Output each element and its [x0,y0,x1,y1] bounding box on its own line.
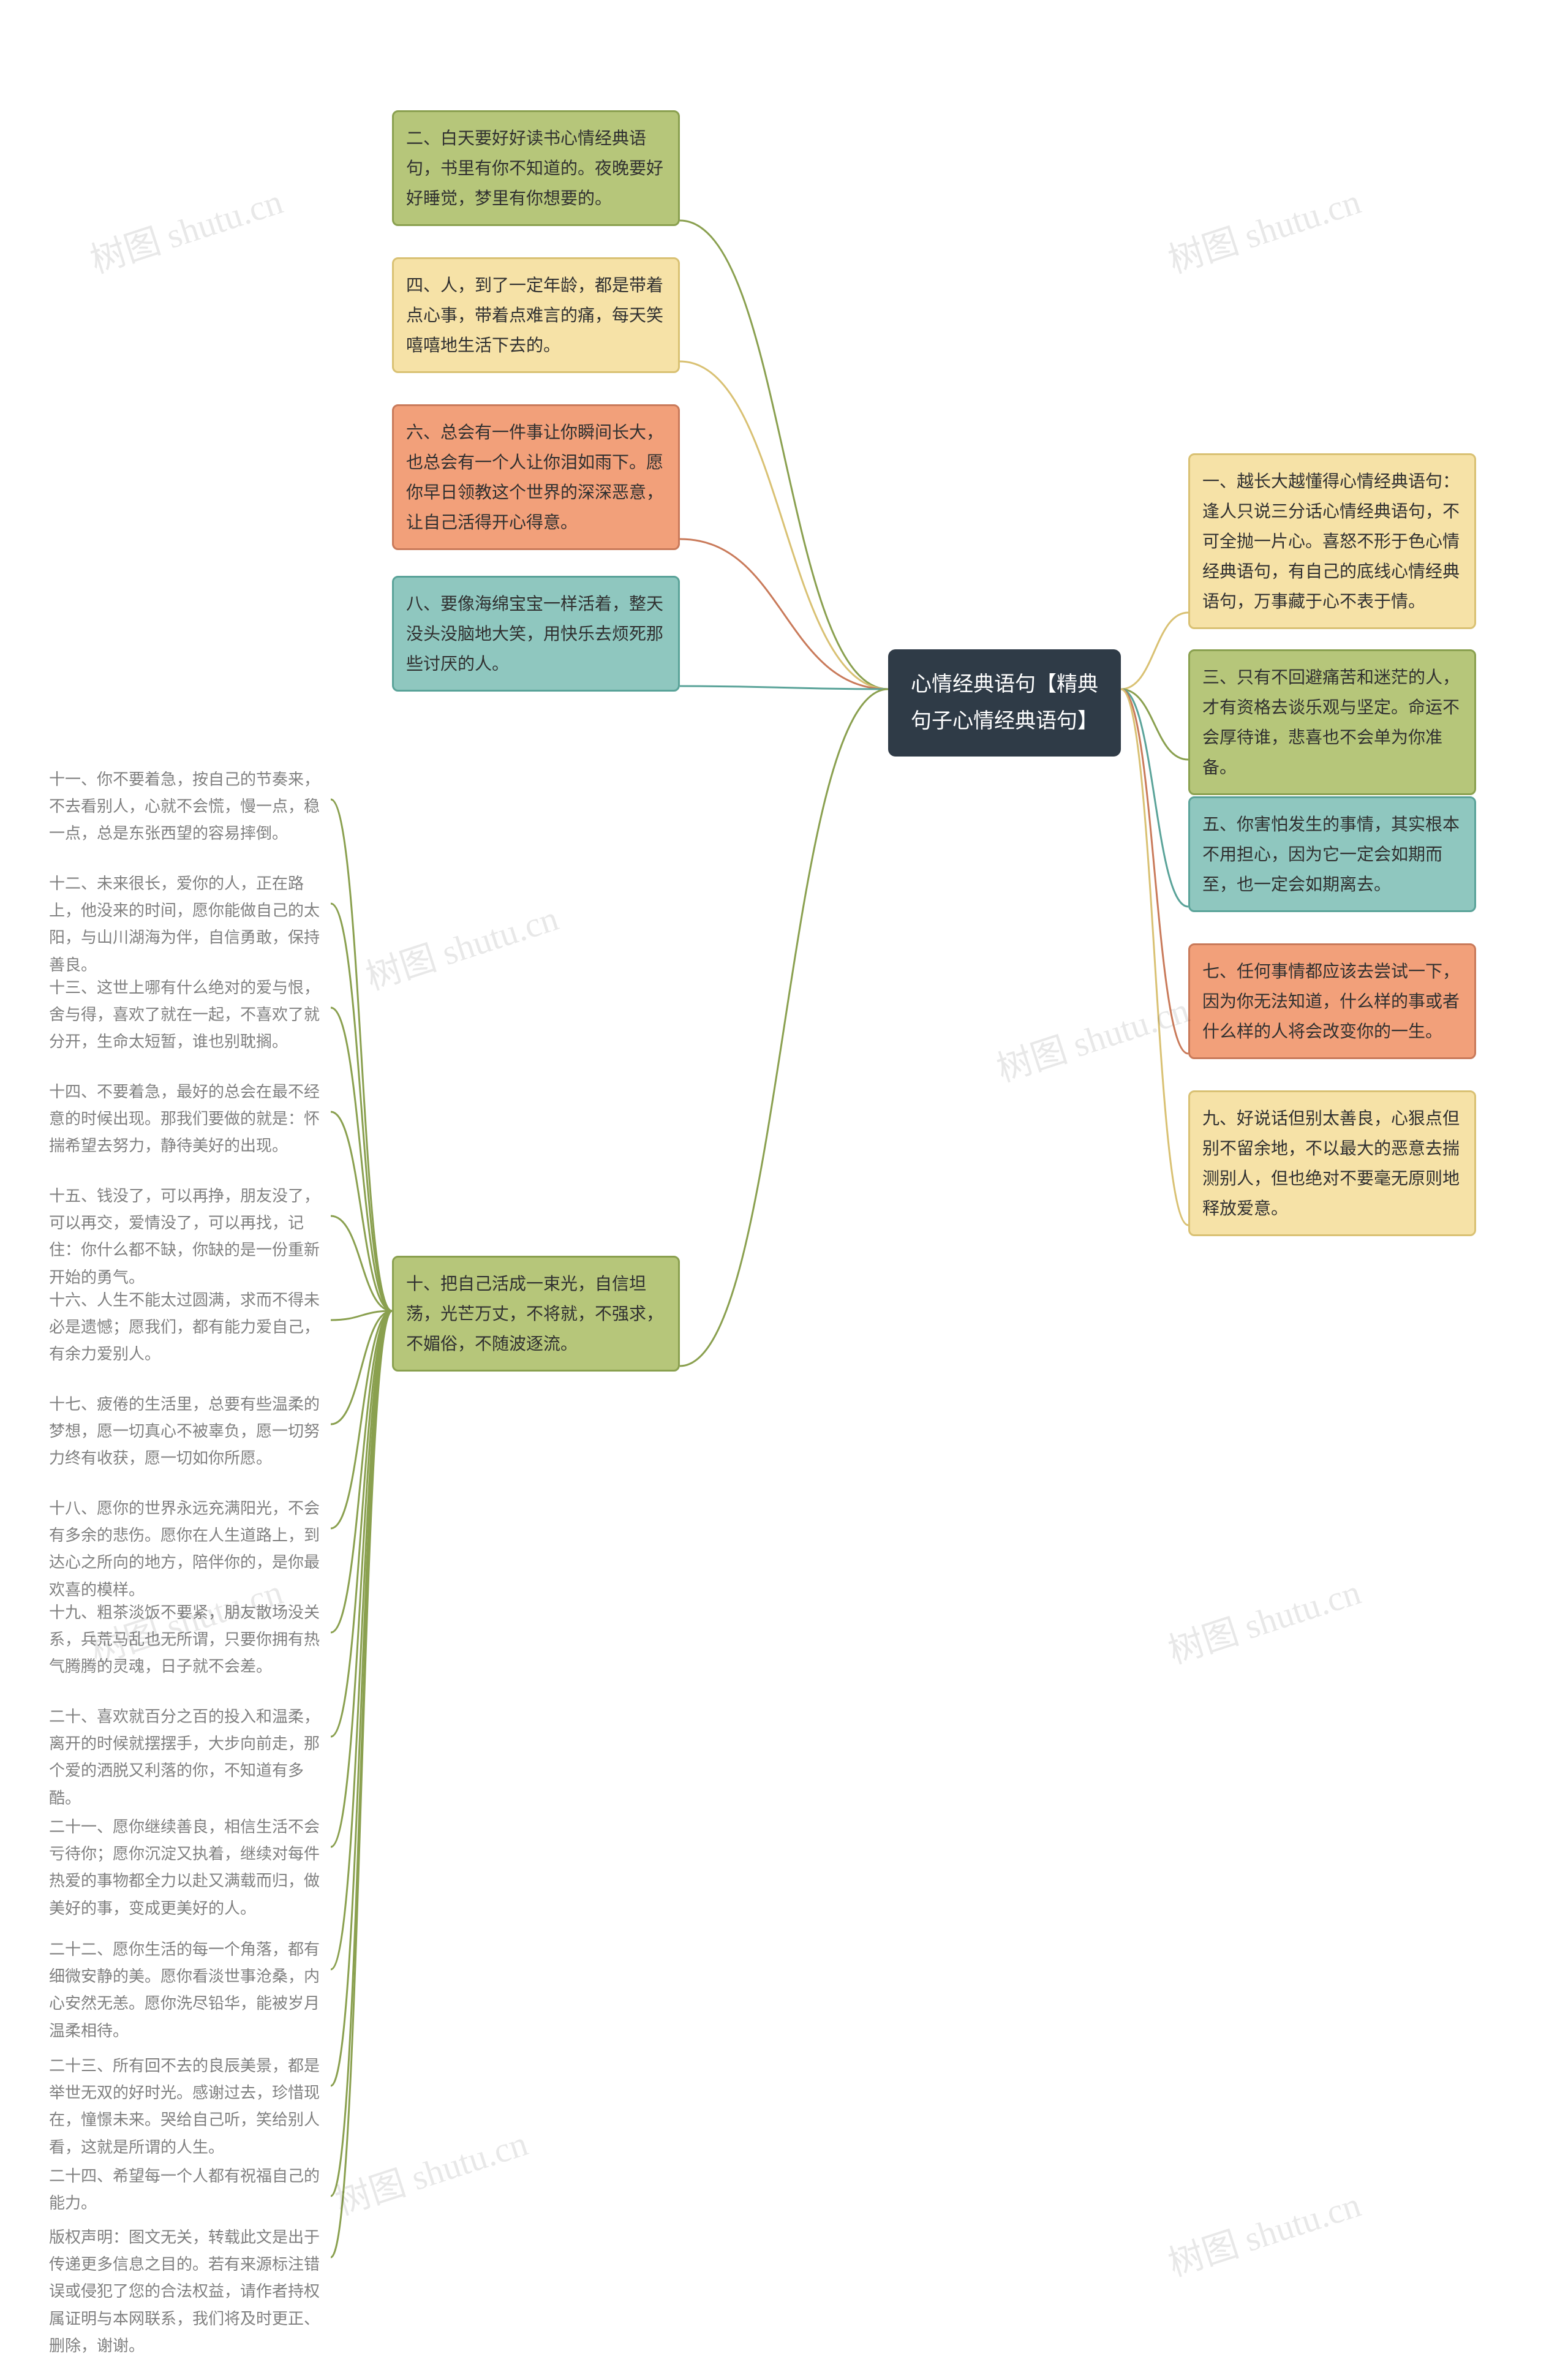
center-node: 心情经典语句【精典句子心情经典语句】 [888,649,1121,757]
leaf-l24: 二十四、希望每一个人都有祝福自己的能力。 [49,2162,331,2216]
leaf-l22: 二十二、愿你生活的每一个角落，都有细微安静的美。愿你看淡世事沧桑，内心安然无恙。… [49,1936,331,2044]
leaf-l21: 二十一、愿你继续善良，相信生活不会亏待你；愿你沉淀又执着，继续对每件热爱的事物都… [49,1813,331,1922]
leaf-l14: 十四、不要着急，最好的总会在最不经意的时候出现。那我们要做的就是：怀揣希望去努力… [49,1078,331,1160]
branch-node-n5: 五、你害怕发生的事情，其实根本不用担心，因为它一定会如期而至，也一定会如期离去。 [1188,796,1476,912]
branch-node-n6: 六、总会有一件事让你瞬间长大，也总会有一个人让你泪如雨下。愿你早日领教这个世界的… [392,404,680,550]
branch-node-n4: 四、人，到了一定年龄，都是带着点心事，带着点难言的痛，每天笑嘻嘻地生活下去的。 [392,257,680,373]
branch-node-n9: 九、好说话但别太善良，心狠点但别不留余地，不以最大的恶意去揣测别人，但也绝对不要… [1188,1090,1476,1236]
leaf-l18: 十八、愿你的世界永远充满阳光，不会有多余的悲伤。愿你在人生道路上，到达心之所向的… [49,1495,331,1603]
branch-node-n7: 七、任何事情都应该去尝试一下，因为你无法知道，什么样的事或者什么样的人将会改变你… [1188,943,1476,1059]
leaf-lcr: 版权声明：图文无关，转载此文是出于传递更多信息之目的。若有来源标注错误或侵犯了您… [49,2224,331,2359]
leaf-l15: 十五、钱没了，可以再挣，朋友没了，可以再交，爱情没了，可以再找，记住：你什么都不… [49,1182,331,1291]
leaf-l11: 十一、你不要着急，按自己的节奏来，不去看别人，心就不会慌，慢一点，稳一点，总是东… [49,766,331,847]
leaf-l17: 十七、疲倦的生活里，总要有些温柔的梦想，愿一切真心不被辜负，愿一切努力终有收获，… [49,1391,331,1472]
branch-node-n10: 十、把自己活成一束光，自信坦荡，光芒万丈，不将就，不强求，不媚俗，不随波逐流。 [392,1256,680,1372]
leaf-l12: 十二、未来很长，爱你的人，正在路上，他没来的时间，愿你能做自己的太阳，与山川湖海… [49,870,331,978]
leaf-l20: 二十、喜欢就百分之百的投入和温柔，离开的时候就摆摆手，大步向前走，那个爱的洒脱又… [49,1703,331,1811]
leaf-l16: 十六、人生不能太过圆满，求而不得未必是遗憾；愿我们，都有能力爱自己，有余力爱别人… [49,1286,331,1368]
branch-node-n3: 三、只有不回避痛苦和迷茫的人，才有资格去谈乐观与坚定。命运不会厚待谁，悲喜也不会… [1188,649,1476,795]
branch-node-n1: 一、越长大越懂得心情经典语句：逢人只说三分话心情经典语句，不可全抛一片心。喜怒不… [1188,453,1476,629]
leaf-l23: 二十三、所有回不去的良辰美景，都是举世无双的好时光。感谢过去，珍惜现在，憧憬未来… [49,2052,331,2161]
branch-node-n8: 八、要像海绵宝宝一样活着，整天没头没脑地大笑，用快乐去烦死那些讨厌的人。 [392,576,680,692]
leaf-l13: 十三、这世上哪有什么绝对的爱与恨，舍与得，喜欢了就在一起，不喜欢了就分开，生命太… [49,974,331,1055]
branch-node-n2: 二、白天要好好读书心情经典语句，书里有你不知道的。夜晚要好好睡觉，梦里有你想要的… [392,110,680,226]
leaf-l19: 十九、粗茶淡饭不要紧，朋友散场没关系，兵荒马乱也无所谓，只要你拥有热气腾腾的灵魂… [49,1599,331,1680]
